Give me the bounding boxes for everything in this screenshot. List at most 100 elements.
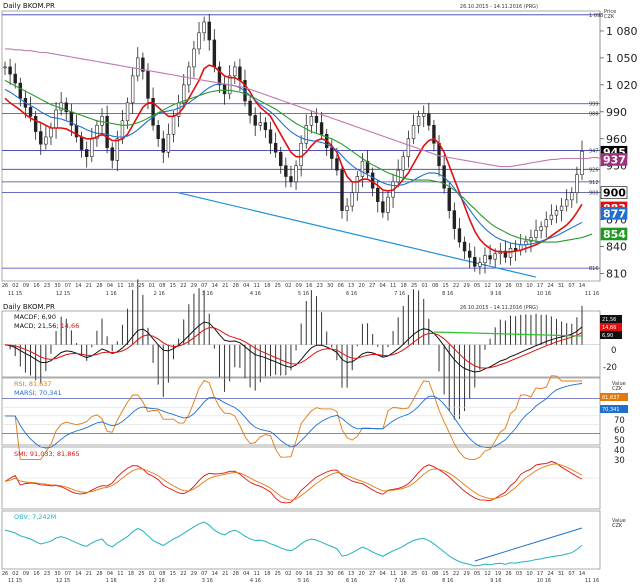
top-chart-date-range: 26.10.2015 - 14.11.2016 (PRG) [460, 4, 538, 10]
top-x-day-21: 21 [222, 283, 228, 289]
bottom-x-day-15: 08 [159, 571, 165, 577]
macd-legend-text: MACD; 21,56; [14, 322, 61, 330]
obv-axis-caption-2: CZK [612, 523, 623, 529]
candle-body-33 [171, 116, 176, 135]
rsi-axis-caption-2: CZK [612, 386, 623, 392]
top-x-day-49: 03 [516, 283, 522, 289]
bottom-x-day-32: 06 [338, 571, 344, 577]
bottom-x-month-12: 11 16 [585, 578, 599, 584]
candle-body-48 [248, 100, 252, 116]
macd-tag-2: 14,66 [602, 325, 616, 331]
candle-body-50 [258, 122, 263, 126]
candle-body-8 [44, 136, 48, 145]
candle-body-49 [253, 115, 257, 126]
marsi-line [5, 383, 583, 449]
price-tick-label-0: 1 080 [606, 25, 638, 38]
moving-averages [4, 48, 603, 253]
top-x-day-1: 02 [12, 283, 18, 289]
candle-body-69 [355, 176, 360, 193]
rsi-tick-70: 70 [614, 416, 625, 426]
candle-body-103 [529, 237, 533, 242]
macd-trendline [433, 331, 583, 337]
bottom-x-day-0: 26 [2, 571, 8, 577]
rsi-line [5, 375, 582, 460]
bottom-x-month-8: 7 16 [394, 578, 405, 584]
bottom-x-day-29: 16 [306, 571, 312, 577]
candle-body-74 [381, 201, 385, 213]
candle-body-37 [192, 48, 196, 68]
bottom-x-day-16: 15 [170, 571, 176, 577]
top-x-day-5: 30 [54, 283, 60, 289]
price-tag-1: 937 [603, 153, 626, 166]
candle-body-107 [549, 214, 554, 220]
candle-body-54 [279, 151, 283, 167]
top-x-day-13: 25 [138, 283, 144, 289]
bottom-x-day-19: 07 [201, 571, 207, 577]
macd-tag-3: 6,90 [602, 333, 613, 339]
candle-body-2 [13, 73, 17, 84]
top-x-day-36: 04 [379, 283, 385, 289]
top-x-day-0: 26 [2, 283, 8, 289]
candle-body-67 [345, 205, 349, 211]
bottom-x-day-25: 18 [264, 571, 270, 577]
macd-legend: MACD; 21,56; 14,66 [14, 322, 79, 330]
bottom-x-day-54: 07 [568, 571, 574, 577]
bottom-x-day-34: 20 [359, 571, 365, 577]
bottom-x-day-41: 08 [432, 571, 438, 577]
candle-body-71 [365, 160, 370, 174]
top-x-day-47: 19 [495, 283, 501, 289]
candle-body-92 [473, 257, 477, 267]
bottom-x-day-12: 18 [128, 571, 134, 577]
top-x-day-38: 18 [400, 283, 406, 289]
top-x-day-48: 26 [505, 283, 511, 289]
bottom-x-day-47: 19 [495, 571, 501, 577]
candle-body-81 [416, 116, 421, 126]
bottom-x-day-18: 29 [191, 571, 197, 577]
top-x-month-1: 12 15 [56, 291, 70, 297]
smi-panel [2, 460, 600, 504]
top-x-day-52: 24 [547, 283, 553, 289]
candle-body-26 [136, 57, 140, 77]
top-x-day-54: 07 [568, 283, 574, 289]
bottom-x-month-5: 4 16 [250, 578, 261, 584]
candle-body-58 [299, 142, 303, 167]
top-x-day-10: 04 [107, 283, 113, 289]
smi-signal-line [4, 463, 583, 501]
top-x-day-18: 29 [191, 283, 197, 289]
candle-body-82 [422, 113, 426, 117]
price-axis-caption-2: CZK [604, 14, 615, 20]
top-x-day-45: 05 [474, 283, 480, 289]
top-x-day-15: 08 [159, 283, 165, 289]
top-x-month-5: 4 16 [250, 291, 261, 297]
candle-body-43 [222, 84, 227, 95]
top-x-month-10: 9 16 [490, 291, 501, 297]
candle-body-112 [575, 174, 579, 193]
bottom-x-day-30: 23 [317, 571, 323, 577]
candle-body-113 [580, 151, 584, 175]
candle-body-84 [432, 124, 436, 144]
bottom-x-month-3: 2 16 [154, 578, 165, 584]
macd-panel [2, 279, 600, 420]
candle-body-78 [401, 156, 405, 171]
bottom-x-day-2: 09 [23, 571, 29, 577]
bottom-x-day-53: 31 [558, 571, 564, 577]
level-labels: 1 098 999 988 947 926 912 900 816 [589, 13, 603, 272]
top-x-day-24: 11 [254, 283, 260, 289]
top-x-day-42: 15 [442, 283, 448, 289]
bottom-x-day-17: 22 [180, 571, 186, 577]
top-x-axis: 26 02 09 16 23 30 07 14 21 28 04 11 18 25 01 08 15 22 29 07… [2, 283, 599, 297]
bottom-x-day-31: 30 [327, 571, 333, 577]
candle-body-29 [151, 98, 155, 126]
candle-body-75 [386, 196, 390, 213]
top-x-month-12: 11 16 [585, 291, 599, 297]
candle-body-10 [54, 109, 58, 129]
series-line-ma_purple [5, 48, 603, 168]
top-x-day-6: 07 [65, 283, 71, 289]
candle-body-90 [462, 241, 467, 252]
macd-tag-1: 21,56 [602, 317, 616, 323]
candle-body-66 [340, 169, 344, 211]
bottom-x-day-26: 25 [275, 571, 281, 577]
series-line-ma_green [4, 79, 593, 243]
top-x-day-53: 31 [558, 283, 564, 289]
top-chart-title: Daily BKOM.PR [3, 2, 55, 10]
